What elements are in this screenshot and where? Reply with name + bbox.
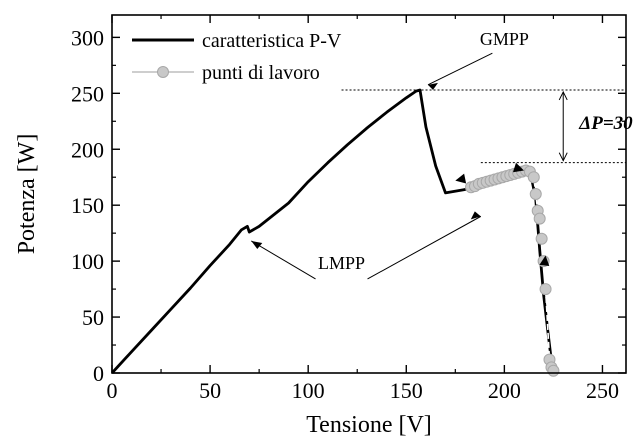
y-tick-label: 150 xyxy=(71,193,104,218)
lmpp-pointer-line-2 xyxy=(367,215,482,280)
x-tick-label: 50 xyxy=(199,378,221,403)
direction-arrow-left xyxy=(455,173,467,184)
tick-marks xyxy=(111,15,626,374)
punto-di-lavoro-point xyxy=(527,171,540,184)
y-tick-label: 50 xyxy=(82,305,104,330)
delta-p-arrowhead-bottom xyxy=(558,152,568,162)
tick-labels: 0 50 100 150 200 250 0 50 100 150 200 250 300 xyxy=(71,25,619,403)
punto-di-lavoro-point xyxy=(539,283,552,296)
lmpp-pointer-line-1 xyxy=(251,240,316,280)
y-tick-label: 200 xyxy=(71,137,104,162)
legend-marker-punti xyxy=(157,66,169,78)
lmpp-label: LMPP xyxy=(318,253,365,273)
x-tick-label: 200 xyxy=(488,378,521,403)
y-tick-label: 100 xyxy=(71,249,104,274)
series-pv-line xyxy=(110,88,555,374)
direction-arrow-up xyxy=(539,255,550,267)
gmpp-pointer-line xyxy=(427,52,493,86)
annotations: GMPP LMPP ΔP=30% xyxy=(251,29,633,280)
y-tick-label: 250 xyxy=(71,81,104,106)
y-tick-label: 0 xyxy=(93,361,104,386)
legend: caratteristica P-V punti di lavoro xyxy=(132,30,342,84)
legend-label-punti: punti di lavoro xyxy=(202,62,320,84)
direction-arrow-right xyxy=(512,162,524,173)
y-tick-label: 300 xyxy=(71,25,104,50)
punto-di-lavoro-point xyxy=(529,188,542,200)
x-tick-label: 250 xyxy=(586,378,619,403)
gmpp-label: GMPP xyxy=(480,29,529,49)
x-axis-label: Tensione [V] xyxy=(306,412,432,438)
delta-p-label: ΔP=30% xyxy=(578,113,633,134)
punto-di-lavoro-point xyxy=(533,212,546,225)
x-tick-label: 0 xyxy=(107,378,118,403)
y-axis-label: Potenza [W] xyxy=(14,134,40,255)
punto-di-lavoro-point xyxy=(547,364,560,377)
legend-label-pv: caratteristica P-V xyxy=(202,30,342,52)
reference-lines xyxy=(341,89,626,164)
x-tick-label: 150 xyxy=(390,378,423,403)
delta-p-arrowhead-top xyxy=(558,90,568,101)
series-group xyxy=(110,88,560,377)
lmpp-pointer-head-1 xyxy=(251,240,263,249)
x-tick-label: 100 xyxy=(292,378,325,403)
lmpp-pointer-head-2 xyxy=(470,211,481,220)
punto-di-lavoro-point xyxy=(535,232,548,245)
plot-frame xyxy=(111,14,627,374)
gmpp-pointer-head xyxy=(427,82,438,90)
